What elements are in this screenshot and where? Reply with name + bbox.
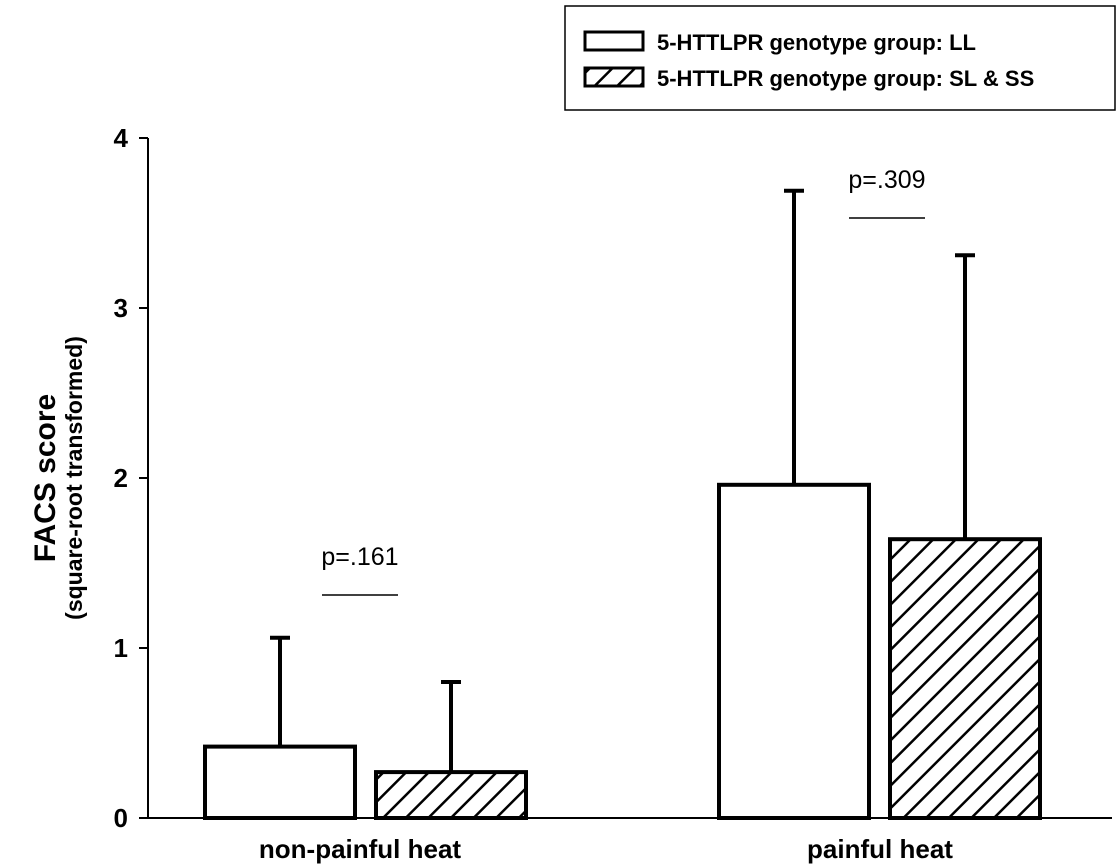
bar-ll — [717, 482, 871, 820]
legend: 5-HTTLPR genotype group: LL 5-HTTLPR gen… — [564, 5, 1116, 111]
y-axis-sublabel: (square-root transformed) — [61, 336, 87, 620]
y-tick-label: 1 — [114, 633, 128, 663]
bar-ll — [203, 744, 357, 820]
p-value-non-painful: p=.161 — [321, 543, 398, 571]
category-label-non-painful: non-painful heat — [259, 834, 462, 864]
y-tick-label: 3 — [114, 293, 128, 323]
y-axis-subtitle: (square-root transformed) — [61, 336, 87, 620]
y-tick-label: 2 — [114, 463, 128, 493]
y-tick-label: 0 — [114, 803, 128, 833]
p-value-painful: p=.309 — [848, 166, 925, 194]
bars — [203, 188, 1042, 820]
y-axis-title: FACS score — [29, 394, 62, 562]
legend-label-ll: 5-HTTLPR genotype group: LL — [657, 30, 976, 55]
legend-swatch-ll — [583, 30, 645, 52]
legend-label-sl-ss: 5-HTTLPR genotype group: SL & SS — [657, 66, 1034, 91]
category-label-painful: painful heat — [807, 834, 953, 864]
bar-sl-ss — [374, 770, 528, 820]
y-axis-label: FACS score — [29, 394, 62, 562]
legend-box — [564, 5, 1116, 111]
y-tick-label: 4 — [114, 123, 129, 153]
bar-sl-ss — [888, 537, 1042, 820]
y-ticks: 0 1 2 3 4 — [114, 123, 148, 833]
legend-swatch-sl-ss — [583, 66, 645, 88]
